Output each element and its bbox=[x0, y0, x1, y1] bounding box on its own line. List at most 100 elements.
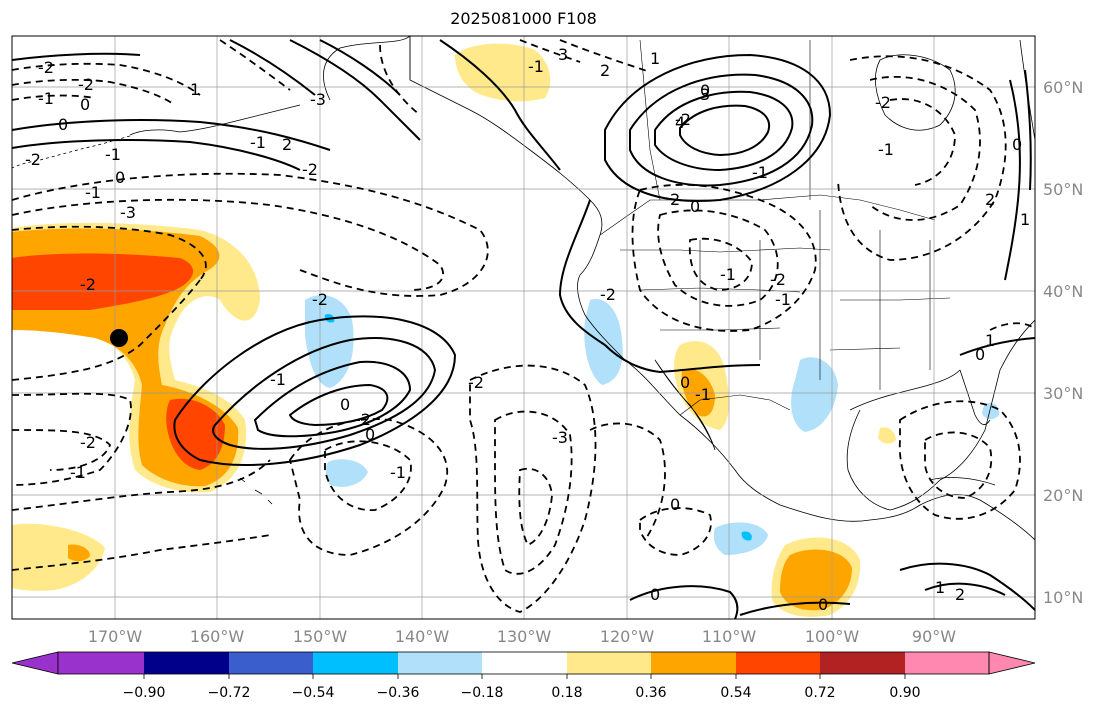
positive-anomaly-southwest bbox=[12, 523, 105, 591]
contour-label: 0 bbox=[680, 373, 690, 392]
contour-label: 0 bbox=[365, 425, 375, 444]
contour-label: 2 bbox=[670, 190, 680, 209]
colorbar-segment bbox=[313, 652, 398, 674]
colorbar-tick-label: 0.36 bbox=[635, 685, 666, 701]
colorbar-tick-labels: −0.90 −0.72 −0.54 −0.36 −0.18 0.18 0.36 … bbox=[123, 685, 921, 701]
contour-label: -1 bbox=[250, 133, 266, 152]
contour-label: -1 bbox=[528, 57, 544, 76]
colorbar: −0.90 −0.72 −0.54 −0.36 −0.18 0.18 0.36 … bbox=[11, 651, 1036, 701]
contour-label: 0 bbox=[340, 395, 350, 414]
contour-label: 0 bbox=[690, 197, 700, 216]
contour-label: 2 bbox=[600, 61, 610, 80]
longitude-label: 100°W bbox=[805, 627, 860, 646]
longitude-label: 110°W bbox=[702, 627, 757, 646]
latitude-label: 60°N bbox=[1043, 78, 1083, 97]
contour-label: -1 bbox=[38, 89, 54, 108]
contour-label: 0 bbox=[818, 595, 828, 614]
latitude-label: 50°N bbox=[1043, 180, 1083, 199]
contour-label: -3 bbox=[310, 90, 326, 109]
contour-label: -2 bbox=[80, 275, 96, 294]
contour-label: 3 bbox=[700, 85, 710, 104]
colorbar-tick-label: −0.36 bbox=[377, 685, 420, 701]
colorbar-segment bbox=[820, 652, 905, 674]
colorbar-tick-label: 0.90 bbox=[889, 685, 920, 701]
negative-anomaly-socal bbox=[584, 299, 623, 385]
contour-label: 1 bbox=[985, 331, 995, 350]
contour-label: -2 bbox=[600, 285, 616, 304]
storm-center-marker bbox=[110, 329, 128, 347]
boundaries bbox=[409, 36, 951, 416]
contour-label: 0 bbox=[670, 495, 680, 514]
positive-anomaly-high bbox=[12, 253, 194, 310]
colorbar-segment bbox=[736, 652, 820, 674]
colorbar-tick-label: 0.54 bbox=[720, 685, 751, 701]
contour-label: 0 bbox=[1012, 135, 1022, 154]
contour-label: -1 bbox=[775, 290, 791, 309]
colorbar-tick-label: −0.72 bbox=[208, 685, 251, 701]
contour-labels: -2 -2 -1 0 0 -3 -1 -2 -1 0 -2 -1 -3 -2 -… bbox=[25, 45, 1030, 614]
positive-contours bbox=[12, 39, 1035, 619]
contour-label: -1 bbox=[752, 163, 768, 182]
latitude-label: 30°N bbox=[1043, 384, 1083, 403]
contour-label: -1 bbox=[105, 145, 121, 164]
positive-anomaly-gulf-small bbox=[878, 427, 896, 444]
contour-label: 1 bbox=[935, 578, 945, 597]
colorbar-ticks bbox=[143, 674, 906, 679]
negative-anomaly-tropical bbox=[713, 522, 768, 555]
contour-label: -2 bbox=[468, 373, 484, 392]
anomaly-shading bbox=[12, 43, 1000, 617]
map-title: 2025081000 F108 bbox=[450, 9, 597, 28]
negative-contours bbox=[12, 39, 1035, 613]
colorbar-segment bbox=[482, 652, 567, 674]
contour-label: -2 bbox=[25, 150, 41, 169]
contour-label: 1 bbox=[190, 80, 200, 99]
contour-label: -2 bbox=[78, 75, 94, 94]
contour-label: -2 bbox=[875, 93, 891, 112]
colorbar-frame bbox=[57, 651, 990, 675]
colorbar-segment bbox=[229, 652, 313, 674]
contour-label: -3 bbox=[552, 428, 568, 447]
colorbar-right-arrow bbox=[988, 651, 1036, 675]
colorbar-segment bbox=[567, 652, 651, 674]
negative-anomaly-central bbox=[305, 295, 354, 388]
colorbar-tick-label: 0.18 bbox=[551, 685, 582, 701]
contour-label: -2 bbox=[675, 110, 691, 129]
negative-anomaly-texas bbox=[791, 357, 838, 432]
contour-label: 1 bbox=[1020, 210, 1030, 229]
contour-label: 0 bbox=[115, 168, 125, 187]
colorbar-segment bbox=[144, 652, 229, 674]
contour-label: 0 bbox=[58, 115, 68, 134]
longitude-labels: 170°W 160°W 150°W 140°W 130°W 120°W 110°… bbox=[88, 627, 956, 646]
contour-label: 2 bbox=[282, 135, 292, 154]
negative-anomaly-tropical-small bbox=[741, 531, 752, 541]
colorbar-tick-label: −0.90 bbox=[123, 685, 166, 701]
contour-label: 0 bbox=[975, 345, 985, 364]
contour-label: -2 bbox=[312, 290, 328, 309]
longitude-label: 140°W bbox=[395, 627, 450, 646]
positive-anomaly-east-pacific-mid bbox=[780, 549, 852, 611]
negative-anomaly-pacific-small bbox=[325, 459, 368, 487]
positive-anomaly-high-2 bbox=[166, 398, 225, 470]
contour-label: -2 bbox=[38, 58, 54, 77]
gridlines bbox=[12, 36, 1035, 619]
positive-anomaly-southwest-mid bbox=[68, 544, 90, 562]
negative-anomaly-atlantic bbox=[982, 403, 1000, 420]
colorbar-left-arrow bbox=[11, 651, 59, 675]
colorbar-segment bbox=[905, 652, 989, 674]
longitude-label: 160°W bbox=[190, 627, 245, 646]
longitude-label: 120°W bbox=[600, 627, 655, 646]
contour-label: 0 bbox=[80, 95, 90, 114]
contour-label: 3 bbox=[558, 45, 568, 64]
colorbar-tick-label: −0.18 bbox=[461, 685, 504, 701]
colorbar-tick-label: 0.72 bbox=[804, 685, 835, 701]
contour-label: -1 bbox=[695, 385, 711, 404]
colorbar-tick-label: −0.54 bbox=[292, 685, 335, 701]
map-frame bbox=[11, 35, 1036, 620]
contour-label: -2 bbox=[80, 433, 96, 452]
contour-label: -1 bbox=[85, 183, 101, 202]
latitude-labels: 60°N 50°N 40°N 30°N 20°N 10°N bbox=[1043, 78, 1083, 607]
contour-label: -2 bbox=[302, 160, 318, 179]
longitude-label: 170°W bbox=[88, 627, 143, 646]
latitude-label: 10°N bbox=[1043, 588, 1083, 607]
